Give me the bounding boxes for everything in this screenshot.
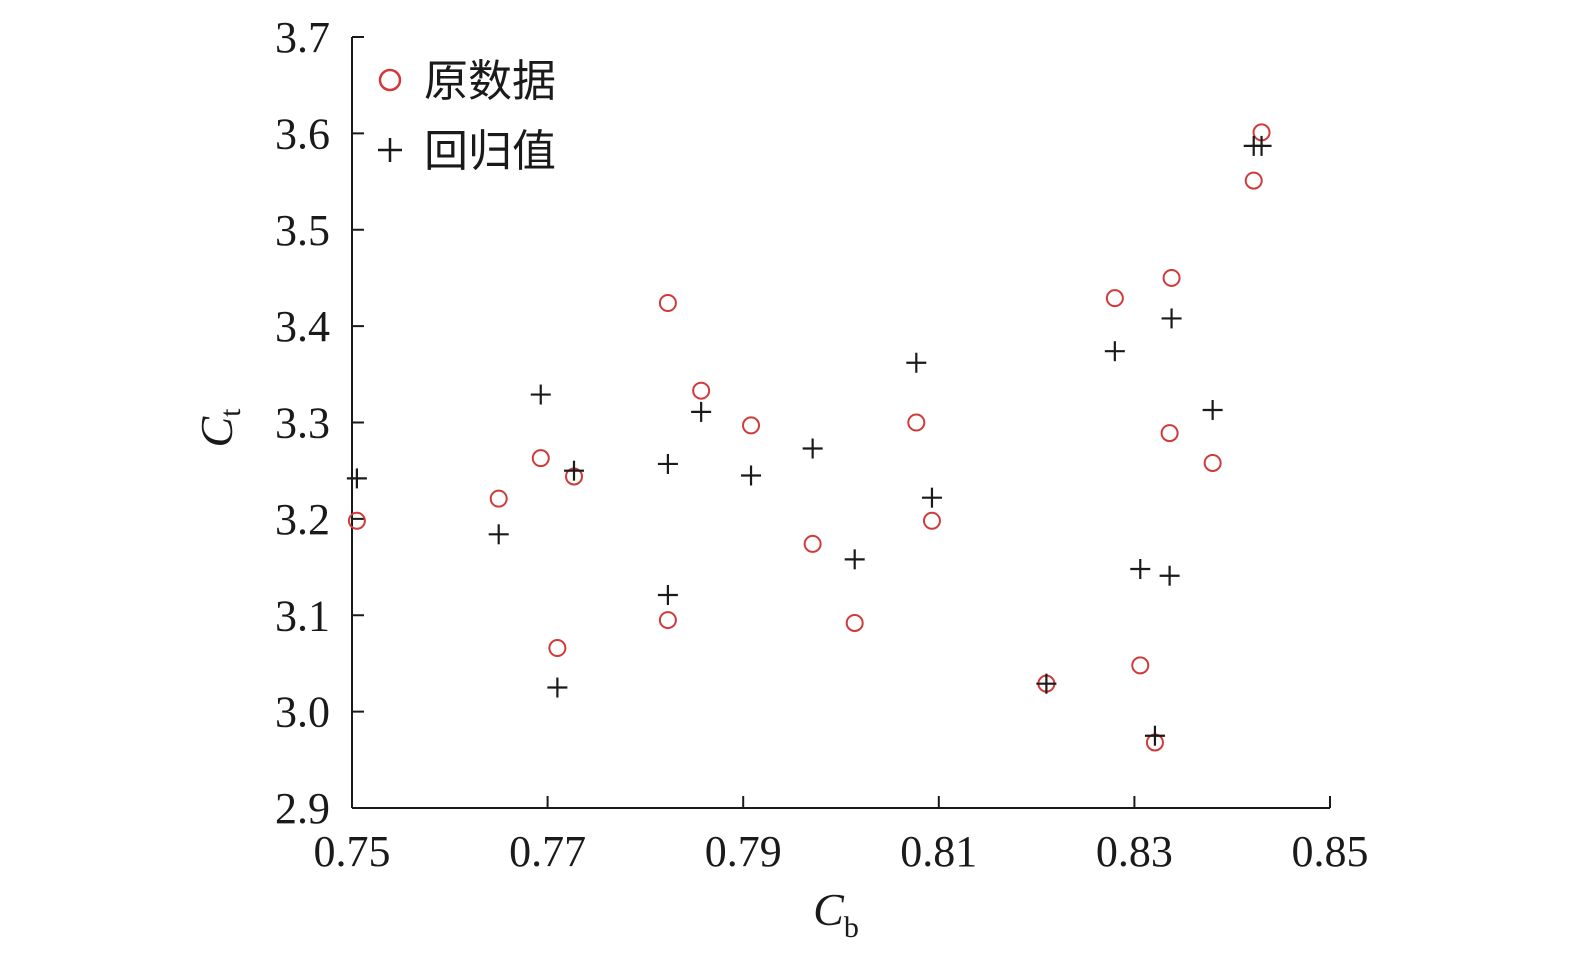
data-point-original <box>347 511 366 530</box>
y-axis-title: Ct <box>191 408 247 448</box>
data-point-original <box>845 613 864 632</box>
data-point-original <box>803 534 822 553</box>
data-point-regression <box>1144 725 1165 746</box>
y-tick-label: 3.3 <box>275 399 330 448</box>
legend-label-regression: 回归值 <box>424 126 556 177</box>
legend: 原数据 回归值 <box>378 56 556 177</box>
legend-item-regression: 回归值 <box>378 126 556 177</box>
data-point-original <box>1203 453 1222 472</box>
x-tick-label: 0.81 <box>900 827 977 876</box>
x-axis-title-main: C <box>813 884 845 935</box>
legend-marker-regression <box>378 138 402 162</box>
data-point-regression <box>1251 135 1272 156</box>
legend-marker-original <box>378 68 402 92</box>
x-tick-label: 0.75 <box>314 827 391 876</box>
data-point-original <box>1162 268 1181 287</box>
x-tick-label: 0.79 <box>705 827 782 876</box>
data-point-original <box>1244 171 1263 190</box>
data-point-original <box>531 449 550 468</box>
y-axis-title-main: C <box>191 416 242 448</box>
data-point-original <box>658 293 677 312</box>
data-point-regression <box>530 384 551 405</box>
x-axis-title-sub: b <box>844 911 859 944</box>
data-point-regression <box>844 549 865 570</box>
y-tick-label: 3.4 <box>275 302 330 351</box>
data-point-original <box>1131 656 1150 675</box>
data-point-regression <box>1104 341 1125 362</box>
series-regression-values <box>346 135 1272 746</box>
data-point-regression <box>657 453 678 474</box>
data-point-original <box>489 489 508 508</box>
y-tick-label: 3.2 <box>275 495 330 544</box>
data-point-original <box>922 511 941 530</box>
legend-item-original: 原数据 <box>378 56 556 107</box>
data-point-regression <box>802 438 823 459</box>
data-point-original <box>692 381 711 400</box>
data-point-original <box>907 413 926 432</box>
data-point-regression <box>1036 673 1057 694</box>
data-point-original <box>1160 424 1179 443</box>
data-point-original <box>548 639 567 658</box>
svg-text:Cb: Cb <box>813 884 859 944</box>
data-point-regression <box>1161 308 1182 329</box>
svg-text:Ct: Ct <box>191 408 247 448</box>
legend-label-original: 原数据 <box>424 56 556 107</box>
data-point-regression <box>547 677 568 698</box>
data-point-regression <box>346 468 367 489</box>
data-point-regression <box>1130 558 1151 579</box>
x-tick-label: 0.85 <box>1292 827 1369 876</box>
data-point-regression <box>906 352 927 373</box>
data-point-regression <box>691 401 712 422</box>
data-point-original <box>658 611 677 630</box>
series-original-data <box>347 123 1271 752</box>
y-tick-label: 3.1 <box>275 591 330 640</box>
data-point-regression <box>657 585 678 606</box>
y-tick-label: 3.5 <box>275 206 330 255</box>
data-point-original <box>1105 289 1124 308</box>
data-point-regression <box>488 524 509 545</box>
plot-marks <box>346 123 1272 752</box>
data-point-regression <box>564 460 585 481</box>
y-tick-label: 3.7 <box>275 13 330 62</box>
x-axis-title: Cb <box>813 884 859 944</box>
x-tick-label: 0.83 <box>1096 827 1173 876</box>
data-point-regression <box>1159 565 1180 586</box>
y-tick-label: 3.6 <box>275 109 330 158</box>
y-tick-label: 3.0 <box>275 688 330 737</box>
y-tick-label: 2.9 <box>275 784 330 833</box>
data-point-original <box>742 416 761 435</box>
data-point-regression <box>1202 399 1223 420</box>
ticks: 2.9 3.0 3.1 3.2 3.3 3.4 3.5 3.6 3.7 0.75 0.77 0.79 0… <box>275 13 1369 876</box>
data-point-regression <box>921 487 942 508</box>
x-tick-label: 0.77 <box>509 827 586 876</box>
data-point-regression <box>741 465 762 486</box>
y-axis-title-sub: t <box>214 408 247 417</box>
